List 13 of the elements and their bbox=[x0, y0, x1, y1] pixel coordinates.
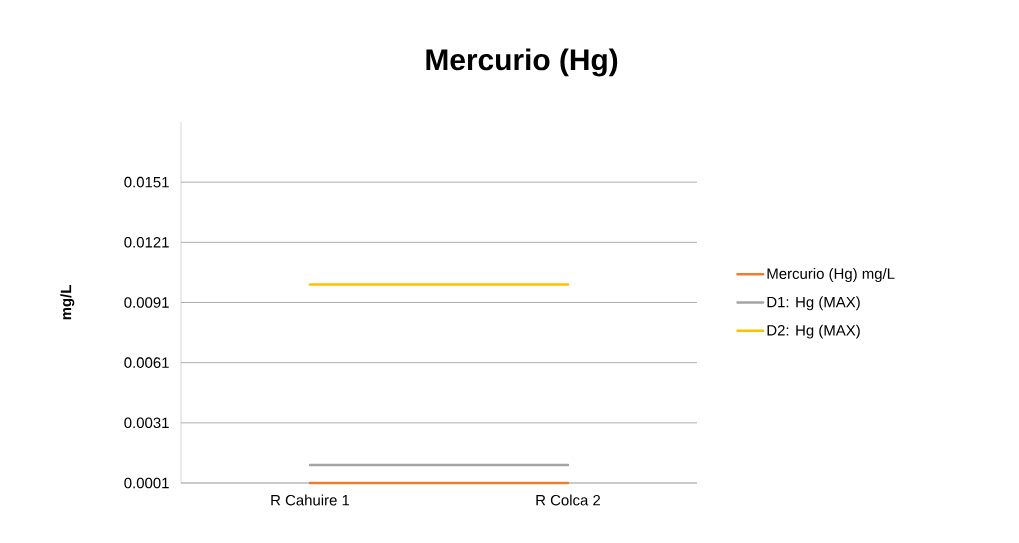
legend-label: D1: Hg (MAX) bbox=[767, 296, 860, 311]
y-tick-label: 0.0061 bbox=[124, 357, 169, 368]
legend-label: D2: Hg (MAX) bbox=[767, 324, 860, 339]
y-tick-label: 0.0001 bbox=[124, 477, 169, 489]
x-tick-label: R Cahuire 1 bbox=[271, 494, 350, 506]
chart-title: Mercurio (Hg) bbox=[426, 48, 618, 77]
y-tick-label: 0.0031 bbox=[124, 417, 169, 429]
x-tick-label: R Colca 2 bbox=[536, 494, 601, 506]
y-tick-label: 0.0091 bbox=[124, 297, 169, 308]
y-tick-label: 0.0121 bbox=[124, 237, 169, 248]
legend-label: Mercurio (Hg) mg/L bbox=[767, 268, 895, 282]
y-tick-label: 0.0151 bbox=[124, 176, 169, 188]
y-axis-title: mg/L bbox=[60, 285, 75, 320]
